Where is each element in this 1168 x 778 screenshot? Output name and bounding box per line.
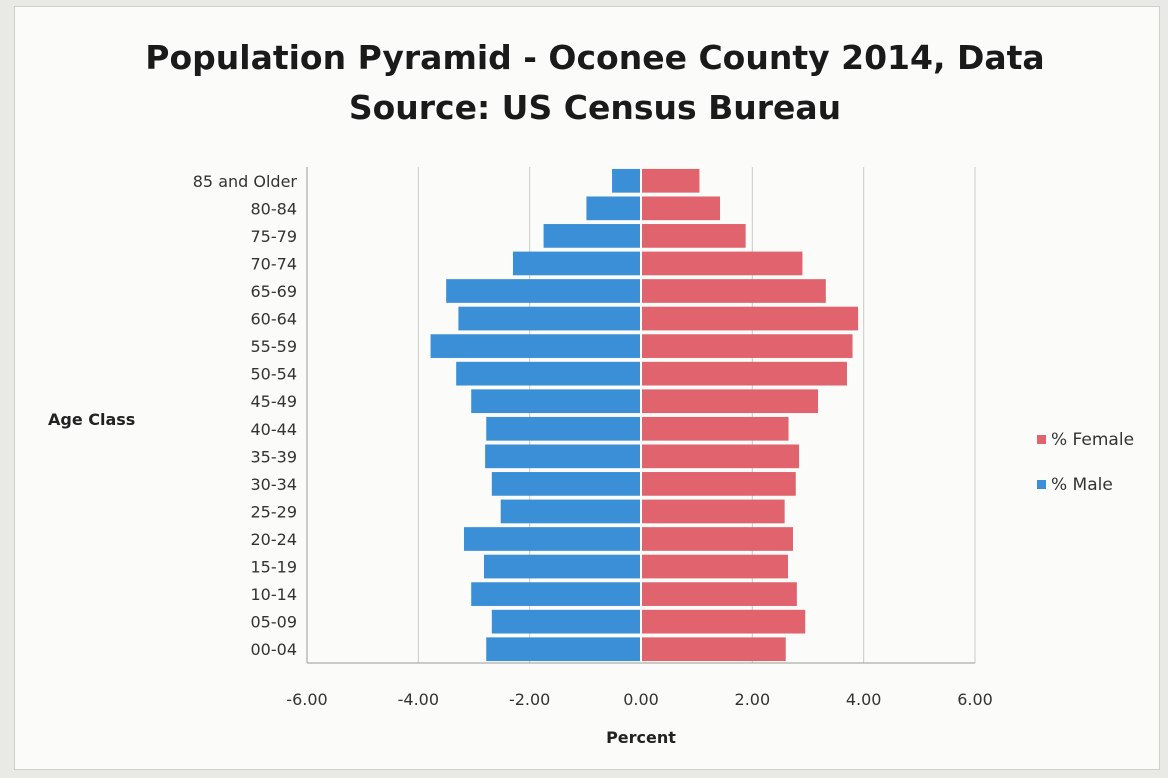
bar-male bbox=[463, 527, 641, 551]
bar-male bbox=[491, 472, 641, 496]
population-pyramid-chart: Population Pyramid - Oconee County 2014,… bbox=[48, 38, 1134, 747]
bar-female bbox=[641, 389, 819, 414]
bar-male bbox=[471, 389, 641, 414]
bar-male bbox=[612, 168, 641, 193]
chart-frame: Population Pyramid - Oconee County 2014,… bbox=[14, 6, 1160, 770]
bar-male bbox=[458, 306, 641, 331]
bar-female bbox=[641, 416, 789, 441]
bar-female bbox=[641, 637, 786, 662]
x-tick-label: 2.00 bbox=[735, 690, 771, 709]
y-tick-label: 35-39 bbox=[251, 447, 298, 466]
bar-female bbox=[641, 582, 797, 606]
y-tick-label: 30-34 bbox=[251, 475, 298, 494]
y-tick-label: 25-29 bbox=[251, 502, 298, 521]
x-axis-title: Percent bbox=[606, 728, 676, 747]
y-tick-label: 75-79 bbox=[251, 227, 298, 246]
y-tick-label: 20-24 bbox=[251, 530, 298, 549]
y-tick-label: 50-54 bbox=[251, 365, 298, 384]
y-axis-title: Age Class bbox=[48, 410, 135, 429]
bar-female bbox=[641, 527, 793, 551]
bar-male bbox=[500, 499, 641, 524]
x-tick-label: -2.00 bbox=[509, 690, 550, 709]
bar-male bbox=[486, 416, 641, 441]
x-tick-label: -4.00 bbox=[398, 690, 439, 709]
chart-title-line-1: Population Pyramid - Oconee County 2014,… bbox=[145, 38, 1044, 77]
bar-male bbox=[485, 444, 641, 469]
x-tick-label: 4.00 bbox=[846, 690, 882, 709]
bar-female bbox=[641, 609, 806, 634]
bar-female bbox=[641, 306, 859, 331]
legend-swatch bbox=[1037, 435, 1046, 444]
x-tick-label: 6.00 bbox=[957, 690, 993, 709]
y-tick-label: 05-09 bbox=[251, 613, 298, 632]
y-tick-label: 85 and Older bbox=[193, 172, 298, 191]
bar-male bbox=[486, 637, 641, 662]
legend-label: % Male bbox=[1051, 475, 1113, 495]
legend-swatch bbox=[1037, 480, 1046, 489]
bar-female bbox=[641, 499, 785, 524]
y-tick-label: 70-74 bbox=[251, 254, 298, 273]
legend-label: % Female bbox=[1051, 430, 1134, 450]
x-tick-label: -6.00 bbox=[286, 690, 327, 709]
bar-male bbox=[484, 554, 641, 579]
bar-female bbox=[641, 251, 803, 276]
y-tick-label: 00-04 bbox=[251, 640, 298, 659]
bar-male bbox=[471, 582, 641, 606]
bar-male bbox=[456, 361, 641, 386]
bar-male bbox=[430, 334, 641, 358]
bar-female bbox=[641, 361, 847, 386]
bar-male bbox=[586, 196, 641, 221]
bar-male bbox=[446, 279, 641, 303]
y-tick-label: 60-64 bbox=[251, 310, 298, 329]
y-tick-label: 65-69 bbox=[251, 282, 298, 301]
bar-female bbox=[641, 279, 826, 303]
x-tick-label: 0.00 bbox=[623, 690, 659, 709]
bar-female bbox=[641, 196, 721, 221]
bar-female bbox=[641, 554, 788, 579]
bar-female bbox=[641, 224, 746, 248]
bar-female bbox=[641, 472, 796, 496]
bar-male bbox=[512, 251, 641, 276]
y-tick-label: 80-84 bbox=[251, 199, 298, 218]
bar-female bbox=[641, 168, 700, 193]
y-tick-label: 10-14 bbox=[251, 585, 298, 604]
y-tick-label: 15-19 bbox=[251, 558, 298, 577]
y-tick-label: 55-59 bbox=[251, 337, 298, 356]
bar-female bbox=[641, 444, 800, 469]
bar-male bbox=[491, 609, 641, 634]
bar-female bbox=[641, 334, 853, 358]
y-tick-label: 45-49 bbox=[251, 392, 298, 411]
y-tick-label: 40-44 bbox=[251, 420, 298, 439]
bar-male bbox=[543, 224, 641, 248]
chart-title-line-2: Source: US Census Bureau bbox=[349, 88, 841, 127]
